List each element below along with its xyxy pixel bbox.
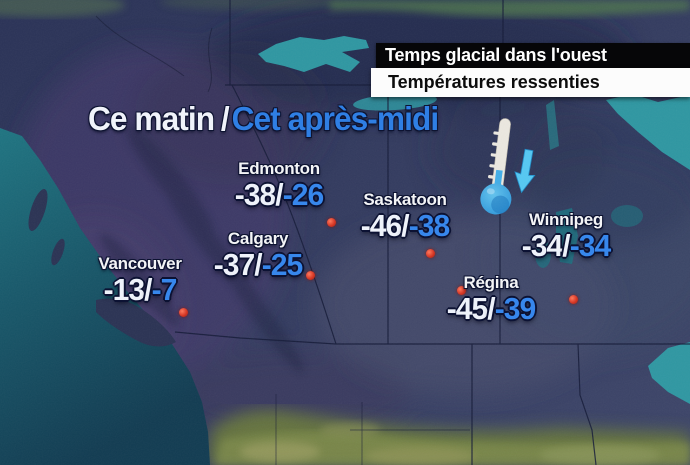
city-label: Saskatoon <box>363 190 447 209</box>
morning-temp: -45 <box>446 291 489 326</box>
city-marker-regina <box>457 286 466 295</box>
temp-separator: / <box>144 272 152 307</box>
city-temperature: -46/-38 <box>361 209 450 242</box>
subtitle-text: Températures ressenties <box>388 72 600 92</box>
city-marker-vancouver <box>179 308 188 317</box>
city-edmonton: Edmonton -38/-26 <box>233 159 324 212</box>
city-marker-calgary <box>306 271 315 280</box>
afternoon-temp: -39 <box>494 291 537 326</box>
city-label: Régina <box>463 273 519 292</box>
city-winnipeg: Winnipeg -34/-34 <box>520 210 611 263</box>
city-temperature: -37/-25 <box>214 248 303 281</box>
morning-temp: -37 <box>213 247 256 282</box>
city-marker-saskatoon <box>426 249 435 258</box>
city-temperature: -13/-7 <box>100 273 181 306</box>
legend-separator: / <box>220 100 230 137</box>
time-legend: Ce matin/Cet après-midi <box>88 100 440 137</box>
temp-separator: / <box>401 208 409 243</box>
legend-morning: Ce matin <box>88 100 215 137</box>
legend-afternoon: Cet après-midi <box>231 100 440 137</box>
city-vancouver: Vancouver -13/-7 <box>98 254 182 307</box>
temp-separator: / <box>562 228 570 263</box>
city-label: Calgary <box>227 229 289 248</box>
city-label: Vancouver <box>98 254 182 273</box>
temp-separator: / <box>487 291 495 326</box>
city-temperature: -34/-34 <box>522 229 611 262</box>
afternoon-temp: -25 <box>261 247 304 282</box>
subtitle-banner: Températures ressenties <box>371 68 690 97</box>
headline-text: Temps glacial dans l'ouest <box>385 45 607 65</box>
morning-temp: -13 <box>103 272 146 307</box>
city-marker-winnipeg <box>569 295 578 304</box>
morning-temp: -46 <box>360 208 403 243</box>
morning-temp: -38 <box>234 177 277 212</box>
city-saskatoon: Saskatoon -46/-38 <box>359 190 450 243</box>
city-label: Edmonton <box>238 159 320 178</box>
afternoon-temp: -26 <box>282 177 325 212</box>
temp-separator: / <box>275 177 283 212</box>
headline-banner: Temps glacial dans l'ouest <box>376 43 690 68</box>
city-marker-edmonton <box>327 218 336 227</box>
city-calgary: Calgary -37/-25 <box>212 229 303 282</box>
afternoon-temp: -7 <box>151 272 178 307</box>
afternoon-temp: -34 <box>569 228 612 263</box>
temp-separator: / <box>254 247 262 282</box>
morning-temp: -34 <box>521 228 564 263</box>
afternoon-temp: -38 <box>408 208 451 243</box>
city-regina: Régina -45/-39 <box>445 273 536 326</box>
city-label: Winnipeg <box>529 210 603 229</box>
city-temperature: -45/-39 <box>447 292 536 325</box>
city-temperature: -38/-26 <box>235 178 324 211</box>
